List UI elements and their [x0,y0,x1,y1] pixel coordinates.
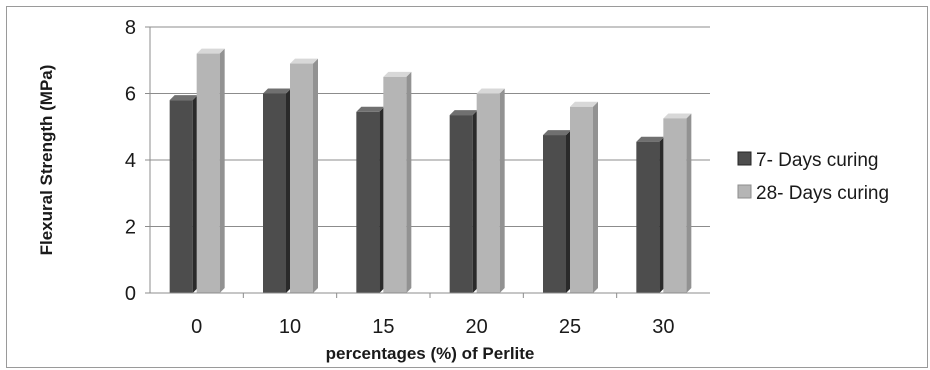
bar-front [543,135,566,293]
bar-top [663,113,692,119]
bar-front [290,63,313,294]
bar-top [196,48,225,54]
bar-front [356,111,380,293]
bar-7-days-30 [636,136,665,293]
x-tick-labels: 0 10 15 20 25 30 [191,316,674,338]
bar-side [379,106,385,293]
bar-front [636,141,660,293]
bar-7-days-20 [449,110,478,293]
legend-label-28-days: 28- Days curing [756,183,889,204]
bar-28-days-10 [290,58,318,294]
bar-side [659,136,665,293]
bar-top [636,136,665,142]
y-tick-label: 8 [125,17,136,39]
bar-front [169,100,193,294]
x-tick-label: 10 [279,316,301,338]
bars [169,48,692,298]
bar-front [570,106,593,293]
x-tick-label: 25 [559,316,581,338]
x-tick-label: 0 [191,316,202,338]
gridlines [145,26,710,294]
bar-top [383,71,412,77]
x-axis-title: percentages (%) of Perlite [326,344,535,363]
bar-side [313,58,318,294]
bar-top [356,106,385,112]
y-tick-label: 4 [125,150,136,172]
bar-side [472,110,478,293]
bar-front [476,93,500,293]
axes [149,27,710,294]
bar-side [286,88,291,293]
bar-7-days-10 [263,88,291,293]
bar-side [593,101,598,293]
x-tick-label: 15 [372,316,394,338]
bar-front [383,76,407,293]
bar-28-days-0 [196,48,225,293]
bar-top [169,95,198,101]
x-tick-label: 20 [466,316,488,338]
legend-swatch-7-days [737,151,752,166]
bar-front [449,115,473,293]
bar-top [476,88,505,94]
bar-side [192,95,198,294]
legend-swatch-28-days [737,184,752,199]
bar-top [449,110,478,116]
y-tick-label: 6 [125,84,136,106]
bar-7-days-0 [169,95,198,294]
bar-28-days-20 [476,88,505,293]
bar-7-days-15 [356,106,385,293]
bar-28-days-25 [570,101,598,293]
bar-front [663,118,687,293]
bar-side [686,113,692,293]
bar-front [263,93,286,293]
y-tick-label: 0 [125,283,136,305]
bar-top [263,88,291,94]
y-axis-title: Flexural Strength (MPa) [37,65,56,256]
y-tick-label: 2 [125,217,136,239]
legend-label-7-days: 7- Days curing [756,150,879,171]
bar-28-days-15 [383,71,412,293]
bar-side [219,48,225,293]
bar-side [566,130,571,293]
bar-top [543,130,571,136]
legend: 7- Days curing 28- Days curing [737,150,889,204]
bar-7-days-25 [543,130,571,293]
bar-side [406,71,412,293]
bar-side [499,88,505,293]
x-tick-label: 30 [652,316,674,338]
bar-front [196,53,220,293]
bar-top [570,101,598,107]
bar-top [290,58,318,64]
y-tick-labels: 0 2 4 6 8 [125,17,136,305]
bar-28-days-30 [663,113,692,293]
